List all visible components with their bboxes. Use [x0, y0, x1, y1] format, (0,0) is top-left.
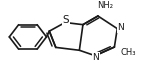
Text: S: S: [62, 15, 69, 25]
Text: CH₃: CH₃: [121, 48, 136, 57]
Text: N: N: [117, 23, 124, 32]
Text: NH₂: NH₂: [97, 1, 113, 10]
Text: N: N: [92, 53, 99, 62]
